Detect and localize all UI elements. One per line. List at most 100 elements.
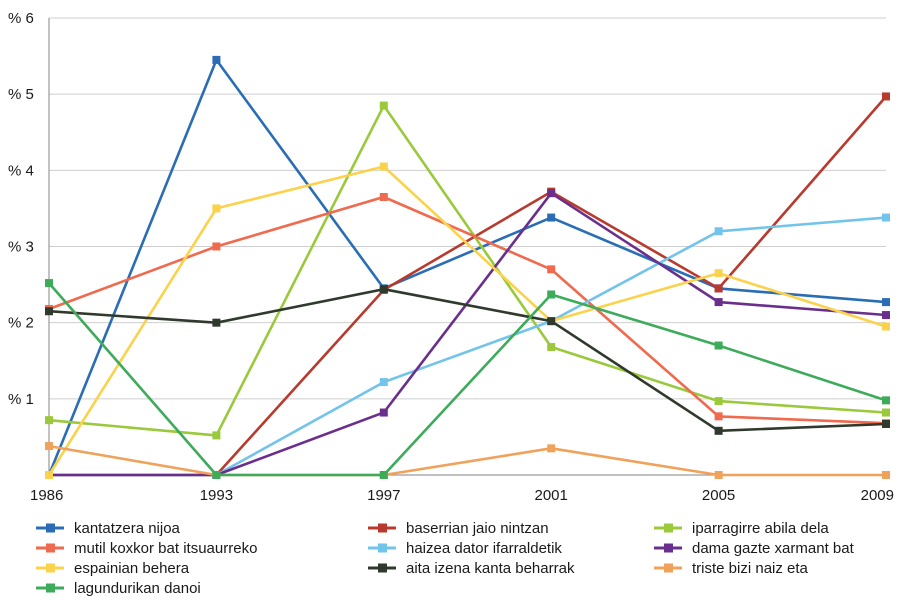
data-point — [882, 213, 890, 222]
data-point — [45, 416, 53, 425]
series-line — [48, 104, 887, 437]
grid — [49, 17, 886, 400]
y-tick-label: % 3 — [8, 239, 34, 256]
legend: kantatzera nijoa baserrian jaio nintzan ip… — [36, 520, 855, 597]
data-point — [882, 419, 890, 428]
data-point — [714, 227, 723, 236]
data-point — [882, 471, 890, 479]
data-point — [212, 242, 221, 251]
series-0 — [45, 55, 890, 479]
x-tick-label: 1997 — [367, 487, 400, 504]
legend-item: aita izena kanta beharrak — [368, 560, 575, 577]
legend-marker — [378, 543, 387, 553]
y-tick-label: % 6 — [8, 10, 34, 27]
data-point — [379, 101, 388, 110]
data-point — [882, 408, 890, 417]
legend-marker — [664, 523, 673, 533]
data-point — [379, 378, 388, 387]
data-point — [212, 55, 221, 64]
legend-label: triste bizi naiz eta — [692, 560, 809, 577]
legend-item: baserrian jaio nintzan — [368, 520, 549, 537]
data-point — [547, 444, 556, 453]
legend-label: dama gazte xarmant bat — [692, 540, 855, 557]
data-point — [547, 213, 556, 222]
data-point — [714, 284, 723, 293]
legend-marker — [46, 563, 55, 573]
series-line — [49, 191, 887, 477]
data-point — [714, 341, 723, 350]
legend-marker — [378, 523, 387, 533]
data-point — [45, 471, 53, 479]
data-point — [212, 318, 221, 327]
series-8 — [45, 442, 890, 479]
data-point — [714, 269, 723, 278]
series-line — [48, 444, 886, 477]
y-tick-label: % 2 — [8, 315, 34, 332]
data-point — [379, 162, 388, 171]
legend-marker — [664, 543, 673, 553]
axes: % 1 % 2 % 3 % 4 % 5 % 6 1986 1993 1997 2001 2005 20… — [8, 10, 894, 504]
series-line — [48, 195, 887, 425]
y-tick-label: % 1 — [8, 391, 34, 408]
data-point — [379, 192, 388, 201]
legend-item: lagundurikan danoi — [36, 580, 201, 597]
data-point — [882, 92, 890, 101]
series-1 — [45, 92, 890, 479]
data-point — [714, 412, 723, 421]
data-point — [45, 279, 53, 288]
series-9 — [45, 279, 890, 479]
data-point — [714, 298, 723, 307]
data-point — [547, 317, 556, 326]
legend-marker — [46, 543, 55, 553]
series-group — [45, 55, 890, 479]
legend-item: mutil koxkor bat itsuaurreko — [36, 540, 257, 557]
x-tick-label: 2009 — [861, 487, 894, 504]
x-tick-label: 1986 — [30, 487, 63, 504]
data-point — [882, 322, 890, 331]
legend-label: lagundurikan danoi — [74, 580, 201, 597]
data-point — [379, 408, 388, 417]
x-tick-label: 2005 — [702, 487, 735, 504]
data-point — [714, 471, 723, 479]
legend-marker — [46, 583, 55, 593]
legend-item: kantatzera nijoa — [36, 520, 181, 537]
legend-label: haizea dator ifarraldetik — [406, 540, 562, 557]
legend-label: espainian behera — [74, 560, 190, 577]
legend-item: haizea dator ifarraldetik — [368, 540, 562, 557]
data-point — [547, 343, 556, 352]
data-point — [379, 285, 388, 294]
data-point — [45, 442, 53, 451]
y-tick-label: % 5 — [8, 86, 34, 103]
legend-item: espainian behera — [36, 560, 190, 577]
data-point — [547, 265, 556, 274]
legend-item: dama gazte xarmant bat — [654, 540, 855, 557]
data-point — [379, 471, 388, 479]
data-point — [882, 396, 890, 405]
series-line — [47, 165, 887, 476]
legend-item: iparragirre abila dela — [654, 520, 829, 537]
series-2 — [45, 101, 890, 440]
data-point — [714, 397, 723, 406]
series-line — [48, 287, 887, 433]
series-7 — [45, 285, 890, 435]
legend-label: baserrian jaio nintzan — [406, 520, 549, 537]
legend-marker — [46, 523, 55, 533]
data-point — [547, 290, 556, 299]
x-tick-label: 2001 — [535, 487, 568, 504]
legend-marker — [664, 563, 673, 573]
legend-label: iparragirre abila dela — [692, 520, 829, 537]
legend-item: triste bizi naiz eta — [654, 560, 809, 577]
data-point — [45, 307, 53, 316]
data-point — [714, 426, 723, 435]
legend-marker — [378, 563, 387, 573]
x-tick-label: 1993 — [200, 487, 233, 504]
series-line — [48, 282, 887, 477]
series-line — [49, 216, 887, 477]
data-point — [547, 189, 556, 198]
series-line — [47, 58, 887, 476]
legend-label: aita izena kanta beharrak — [406, 560, 575, 577]
data-point — [882, 298, 890, 307]
y-tick-label: % 4 — [8, 162, 34, 179]
data-point — [212, 471, 221, 479]
